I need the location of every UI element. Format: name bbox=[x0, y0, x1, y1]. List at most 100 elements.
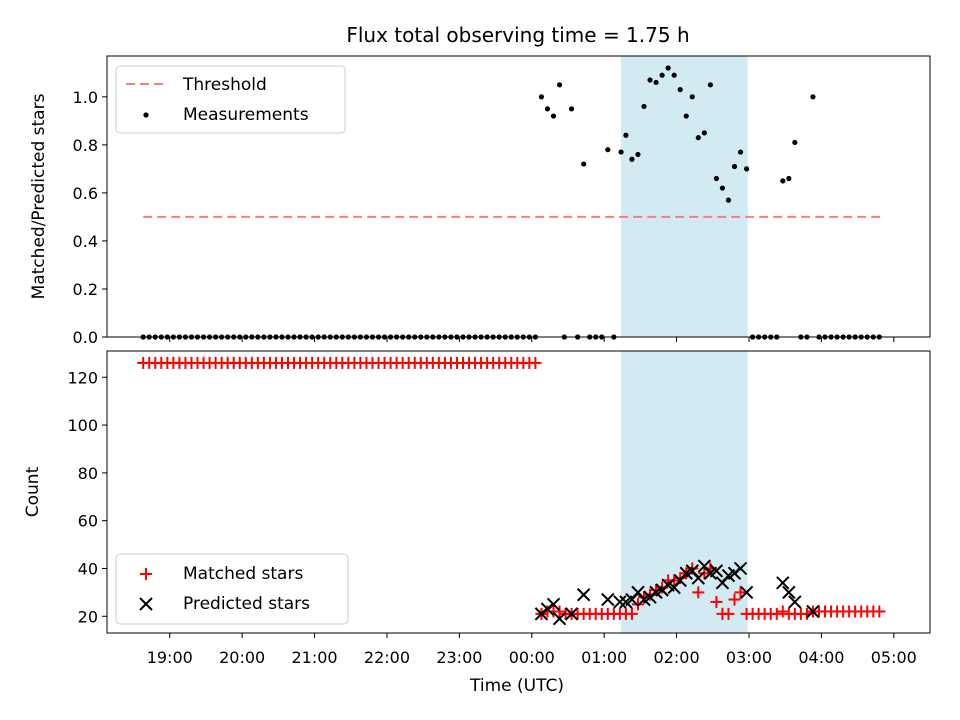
measurement-point bbox=[810, 94, 816, 100]
measurement-point bbox=[792, 139, 798, 146]
x-tick-label: 20:00 bbox=[219, 648, 265, 667]
measurement-point bbox=[683, 113, 689, 119]
predicted-star-point bbox=[691, 571, 706, 585]
legend-threshold-label: Threshold bbox=[182, 75, 267, 95]
measurement-point bbox=[725, 197, 732, 203]
legend-predicted-label: Predicted stars bbox=[183, 594, 310, 614]
measurement-point bbox=[695, 135, 701, 141]
predicted-star-point bbox=[576, 588, 591, 602]
predicted-star-point bbox=[806, 604, 820, 619]
measurement-point bbox=[780, 178, 786, 184]
measurement-point bbox=[671, 72, 677, 78]
predicted-star-point bbox=[613, 595, 627, 609]
x-tick-label: 05:00 bbox=[871, 648, 917, 667]
x-tick-label: 03:00 bbox=[726, 648, 772, 667]
measurement-point bbox=[731, 163, 738, 170]
predicted-stars-points bbox=[534, 559, 820, 626]
bottom-y-ticks: 20 40 60 80 100 120 bbox=[67, 368, 107, 626]
top-legend: Threshold Measurements bbox=[115, 65, 346, 134]
legend-matched-label: Matched stars bbox=[183, 564, 303, 584]
measurement-point bbox=[618, 149, 624, 155]
predicted-star-point bbox=[552, 611, 567, 626]
chart-title: Flux total observing time = 1.75 h bbox=[346, 23, 689, 47]
y-tick-label: 40 bbox=[78, 559, 98, 578]
x-tick-label: 21:00 bbox=[292, 648, 338, 667]
matched-star-point bbox=[625, 607, 638, 620]
matched-star-point bbox=[873, 605, 886, 618]
bottom-axes-frame bbox=[106, 350, 931, 634]
y-tick-label: 0.8 bbox=[73, 136, 98, 155]
y-tick-label: 60 bbox=[78, 512, 98, 531]
bottom-x-ticks: 19:00 20:00 21:00 22:00 23:00 00:00 01:00 02:00… bbox=[147, 633, 917, 667]
predicted-star-point bbox=[564, 607, 579, 621]
measurement-point bbox=[665, 65, 671, 71]
y-tick-label: 0.0 bbox=[73, 328, 98, 347]
predicted-star-point bbox=[782, 585, 796, 600]
y-tick-label: 0.2 bbox=[73, 280, 98, 299]
measurement-point bbox=[659, 72, 665, 78]
y-tick-label: 80 bbox=[78, 464, 98, 483]
x-axis-label: Time (UTC) bbox=[469, 676, 564, 696]
top-legend-box bbox=[115, 65, 346, 134]
matched-star-point bbox=[722, 607, 735, 620]
predicted-star-point bbox=[709, 564, 724, 578]
bottom-legend: Matched stars Predicted stars bbox=[115, 553, 349, 625]
predicted-star-point bbox=[739, 585, 754, 600]
x-tick-label: 01:00 bbox=[581, 648, 627, 667]
bottom-panel: 20 40 60 80 100 120 19:00 20:00 21:00 22:00 23:00… bbox=[23, 350, 931, 696]
legend-matched-swatch bbox=[140, 568, 152, 580]
measurement-point bbox=[719, 185, 726, 191]
measurement-point bbox=[568, 106, 575, 112]
x-tick-label: 19:00 bbox=[147, 648, 193, 667]
predicted-star-point bbox=[601, 592, 615, 607]
legend-measurements-swatch bbox=[143, 112, 149, 118]
measurement-point bbox=[737, 149, 744, 155]
measurement-point bbox=[544, 106, 551, 112]
matched-star-point bbox=[553, 605, 566, 618]
x-tick-label: 22:00 bbox=[364, 648, 410, 667]
measurement-point bbox=[786, 175, 792, 182]
measurement-point bbox=[641, 103, 647, 110]
y-tick-label: 120 bbox=[67, 368, 98, 387]
bottom-legend-box bbox=[115, 553, 349, 625]
top-y-ticks: 0.0 0.2 0.4 0.6 0.8 1.0 bbox=[73, 88, 107, 347]
measurement-point bbox=[677, 87, 683, 93]
measurement-point bbox=[629, 156, 635, 162]
y-tick-label: 0.4 bbox=[73, 232, 98, 251]
matched-star-point bbox=[650, 583, 663, 596]
top-axes-frame bbox=[106, 55, 931, 338]
matched-star-point bbox=[710, 595, 723, 608]
y-tick-label: 1.0 bbox=[73, 88, 98, 107]
measurement-point bbox=[713, 175, 720, 182]
top-y-axis-label: Matched/Predicted stars bbox=[29, 93, 49, 299]
matched-star-point bbox=[770, 607, 783, 620]
legend-predicted-swatch bbox=[139, 597, 153, 611]
measurement-point bbox=[581, 161, 587, 167]
measurement-point bbox=[653, 79, 659, 86]
y-tick-label: 100 bbox=[67, 416, 98, 435]
predicted-star-point bbox=[546, 597, 561, 612]
measurement-point bbox=[707, 82, 713, 88]
matched-star-point bbox=[692, 586, 705, 599]
top-panel: 0.0 0.2 0.4 0.6 0.8 1.0 Matched/Predicted sta… bbox=[29, 55, 931, 347]
matched-star-point bbox=[529, 356, 542, 369]
predicted-star-point bbox=[776, 576, 790, 590]
measurement-point bbox=[605, 147, 611, 153]
measurement-point bbox=[556, 82, 563, 88]
x-tick-label: 02:00 bbox=[654, 648, 700, 667]
y-tick-label: 20 bbox=[78, 607, 98, 626]
x-tick-label: 23:00 bbox=[436, 648, 482, 667]
matched-star-point bbox=[728, 593, 741, 606]
bottom-y-axis-label: Count bbox=[23, 466, 43, 517]
predicted-star-point bbox=[733, 561, 748, 576]
legend-measurements-label: Measurements bbox=[183, 105, 309, 125]
matched-star-point bbox=[776, 605, 789, 618]
measurement-point bbox=[647, 77, 653, 83]
observing-window-shade bbox=[621, 56, 748, 337]
y-tick-label: 0.6 bbox=[73, 184, 98, 203]
measurement-point bbox=[538, 94, 545, 100]
measurement-point bbox=[623, 132, 629, 138]
matched-star-point bbox=[734, 586, 747, 599]
measurement-point bbox=[743, 166, 750, 172]
